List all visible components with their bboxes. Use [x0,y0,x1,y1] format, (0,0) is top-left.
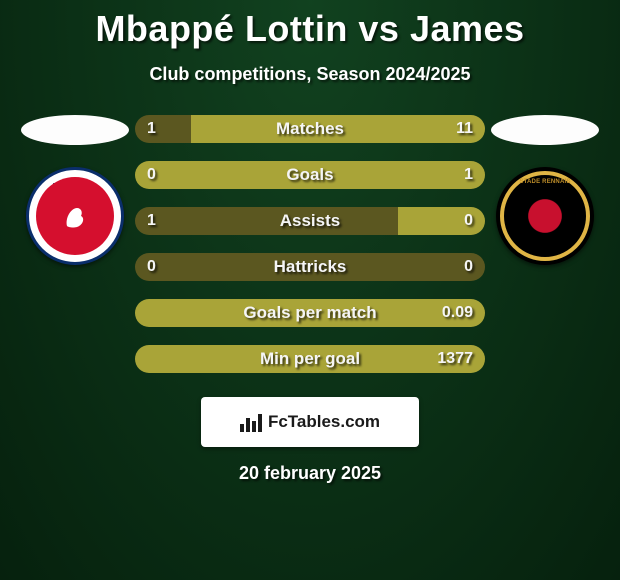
chart-icon [240,412,262,432]
bar-segment-left [135,115,191,143]
stat-row: Goals01 [135,161,485,189]
stat-row: Hattricks00 [135,253,485,281]
left-side: LOSC [15,115,135,265]
club-logo-left: LOSC [26,167,124,265]
stat-row: Min per goal1377 [135,345,485,373]
bar-segment-neutral [135,253,485,281]
stat-row: Matches111 [135,115,485,143]
club-logo-left-inner [36,177,114,255]
stat-bars: Matches111 Goals01 Assists10 Hattricks00 Goa… [135,115,485,373]
right-side: STADE RENNAIS [485,115,605,265]
brand-text: FcTables.com [268,412,380,432]
bar-segment-right [135,345,485,373]
date-text: 20 february 2025 [0,463,620,484]
bar-segment-right [398,207,486,235]
page-title: Mbappé Lottin vs James [0,0,620,50]
page-subtitle: Club competitions, Season 2024/2025 [0,64,620,85]
dog-icon [57,198,93,234]
bar-segment-right [135,299,485,327]
bar-segment-right [135,161,485,189]
content-wrapper: Mbappé Lottin vs James Club competitions… [0,0,620,484]
bar-segment-left [135,207,398,235]
stat-row: Goals per match0.09 [135,299,485,327]
player-ellipse-left [21,115,129,145]
stat-row: Assists10 [135,207,485,235]
brand-box: FcTables.com [201,397,419,447]
club-logo-right: STADE RENNAIS [496,167,594,265]
bar-segment-right [191,115,485,143]
club-logo-right-text: STADE RENNAIS [519,179,570,185]
main-row: LOSC Matches111 Goals01 Assists10 Hattricks… [0,115,620,373]
player-ellipse-right [491,115,599,145]
club-logo-right-inner [516,187,574,245]
